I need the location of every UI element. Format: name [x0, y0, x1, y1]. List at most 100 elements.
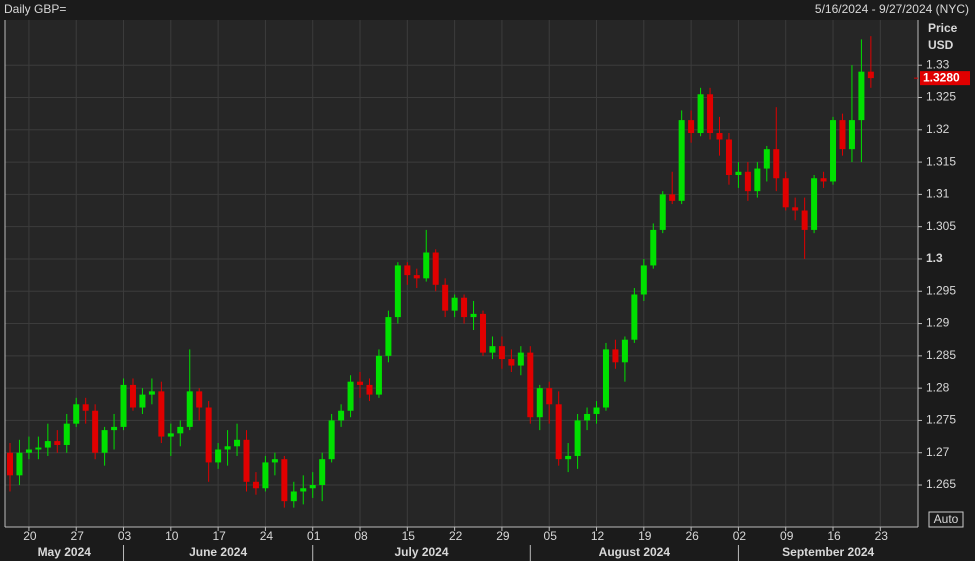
candle-body [716, 133, 723, 140]
month-label: July 2024 [394, 545, 448, 559]
candle-body [442, 284, 449, 311]
x-tick-label: 26 [685, 529, 699, 543]
x-tick-label: 29 [496, 529, 510, 543]
candle-body [744, 171, 751, 192]
candle-body [820, 178, 827, 182]
auto-button[interactable] [928, 511, 964, 528]
x-tick-label: 19 [638, 529, 652, 543]
candle-body [688, 120, 695, 134]
month-label: August 2024 [599, 545, 671, 559]
candle-body [290, 491, 297, 502]
candle-body [111, 426, 118, 431]
candle-body [536, 388, 543, 418]
y-tick-label: 1.33 [926, 57, 950, 71]
candle-body [413, 275, 420, 279]
candle-body [792, 207, 799, 211]
x-tick-label: 22 [449, 529, 463, 543]
candle-body [366, 384, 373, 395]
candle-body [158, 391, 165, 437]
candle-body [678, 120, 685, 201]
y-tick-label: 1.28 [926, 380, 950, 394]
candle-body [101, 430, 108, 453]
candle-body [659, 194, 666, 230]
candle-body [697, 94, 704, 134]
candle-body [574, 420, 581, 456]
candle-body [167, 433, 174, 437]
candle-body [394, 265, 401, 318]
candle-body [565, 455, 572, 460]
y-tick-label: 1.32 [926, 122, 950, 136]
month-label: September 2024 [782, 545, 874, 559]
x-tick-label: 27 [71, 529, 85, 543]
candle-body [7, 452, 13, 476]
candle-body [650, 229, 657, 266]
candle-body [73, 404, 80, 424]
y-tick-label: 1.305 [926, 219, 956, 233]
candle-body [593, 407, 600, 414]
candle-body [461, 297, 468, 318]
candle-body [763, 149, 770, 169]
candle-body [281, 459, 288, 502]
candle-body [16, 452, 23, 476]
candle-body [357, 381, 364, 385]
x-tick-label: 20 [23, 529, 37, 543]
candle-body [707, 94, 714, 134]
candle-body [129, 384, 136, 408]
candle-body [773, 149, 780, 179]
candle-body [839, 120, 846, 150]
month-label: May 2024 [38, 545, 92, 559]
candle-body [735, 171, 742, 176]
candle-body [375, 355, 382, 395]
plot-area [5, 20, 918, 527]
last-price-label: 1.3280 [923, 70, 960, 84]
candle-body [489, 346, 496, 353]
candle-body [139, 394, 146, 408]
last-price-box [920, 71, 970, 86]
y-tick-label: 1.315 [926, 154, 956, 168]
candle-body [432, 252, 439, 285]
candle-body [546, 388, 553, 405]
candle-body [527, 352, 534, 418]
candle-body [782, 178, 789, 208]
candle-body [148, 391, 155, 395]
x-tick-label: 17 [212, 529, 226, 543]
candle-body [754, 168, 761, 192]
x-tick-label: 05 [544, 529, 558, 543]
candle-body [451, 297, 458, 311]
candle-body [612, 349, 619, 363]
candle-body [205, 407, 212, 463]
candle-body [347, 381, 354, 411]
y-tick-label: 1.265 [926, 477, 956, 491]
candle-body [92, 410, 99, 453]
candle-body [82, 404, 89, 411]
x-tick-label: 09 [780, 529, 794, 543]
y-tick-label: 1.29 [926, 316, 950, 330]
chart-title: Daily GBP= [4, 2, 66, 16]
candle-body [252, 481, 259, 489]
candle-body [423, 252, 430, 279]
candle-body [262, 462, 269, 489]
candle-body [470, 313, 477, 318]
y-tick-label: 1.295 [926, 283, 956, 297]
date-range: 5/16/2024 - 9/27/2024 (NYC) [815, 2, 969, 16]
candle-body [640, 265, 647, 295]
candle-body [243, 439, 250, 482]
candle-body [480, 313, 486, 353]
candle-body [54, 441, 61, 445]
y-tick-label: 1.31 [926, 187, 950, 201]
x-tick-label: 12 [591, 529, 605, 543]
candle-body [120, 384, 127, 427]
y-axis-label: Price [928, 21, 958, 35]
candle-body [555, 404, 562, 460]
candle-body [196, 391, 203, 408]
auto-button-label[interactable]: Auto [934, 512, 959, 526]
candle-body [385, 317, 392, 356]
candle-body [338, 410, 345, 421]
candle-body [404, 265, 411, 276]
candle-body [801, 210, 808, 230]
candle-body [508, 359, 515, 366]
x-tick-label: 03 [118, 529, 132, 543]
x-tick-label: 02 [733, 529, 747, 543]
candle-body [867, 71, 874, 79]
